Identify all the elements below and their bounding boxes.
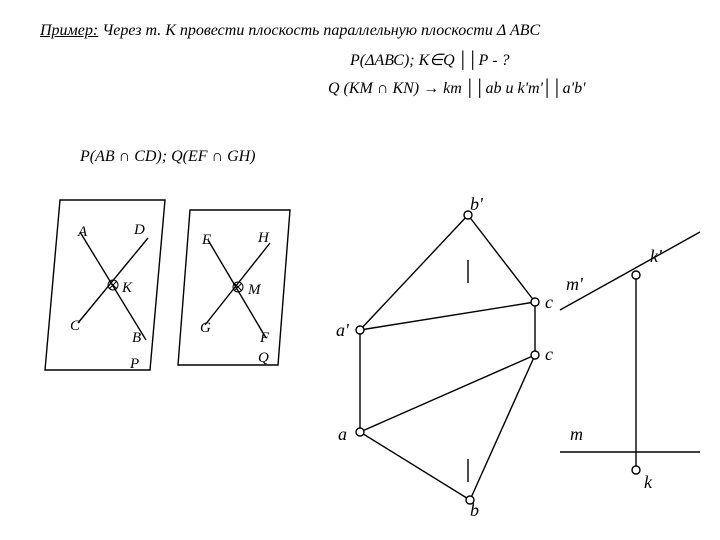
- svg-text:c: c: [545, 344, 553, 364]
- svg-text:m: m: [570, 424, 583, 444]
- svg-text:Q: Q: [258, 350, 269, 366]
- svg-text:G: G: [200, 320, 211, 336]
- svg-text:K: K: [121, 280, 133, 296]
- svg-text:D: D: [133, 222, 145, 238]
- svg-text:A: A: [77, 224, 88, 240]
- svg-text:E: E: [201, 232, 211, 248]
- svg-text:b: b: [470, 500, 479, 520]
- svg-text:m': m': [566, 274, 584, 294]
- diagram-svg: A D K C BP E H M G FQa' b' c a b c m' k' m k: [0, 0, 720, 540]
- svg-text:F: F: [259, 330, 270, 346]
- svg-text:k: k: [644, 472, 653, 492]
- svg-text:M: M: [247, 282, 262, 298]
- svg-text:k': k': [650, 246, 663, 266]
- svg-text:H: H: [257, 230, 270, 246]
- svg-text:P: P: [129, 356, 139, 372]
- svg-text:B: B: [132, 330, 141, 346]
- svg-text:c: c: [545, 292, 553, 312]
- svg-text:a: a: [338, 424, 347, 444]
- svg-text:a': a': [336, 320, 350, 340]
- svg-text:C: C: [70, 318, 81, 334]
- svg-text:b': b': [470, 194, 484, 214]
